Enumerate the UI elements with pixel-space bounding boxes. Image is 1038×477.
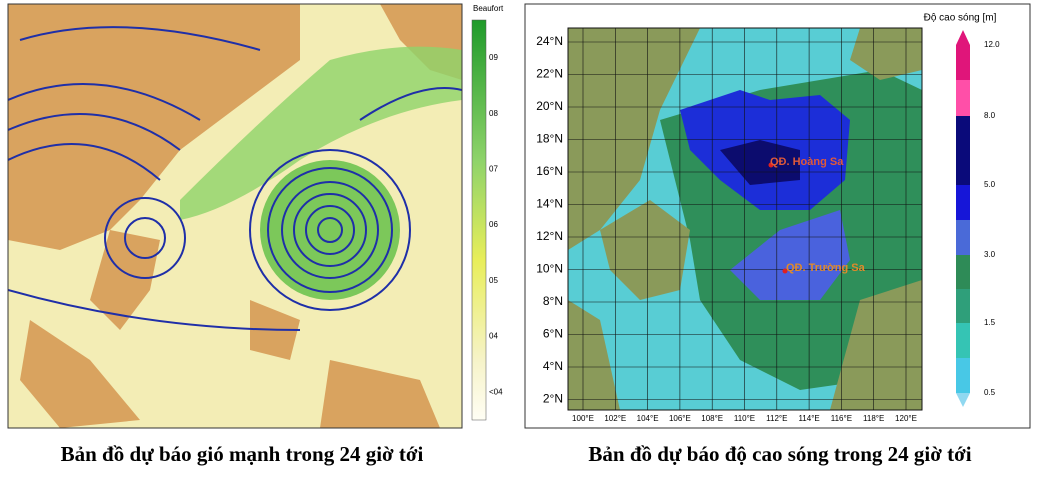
lat-tick-label: 8°N	[543, 294, 563, 308]
lat-tick-label: 22°N	[536, 67, 563, 81]
lat-tick-label: 2°N	[543, 392, 563, 406]
colorbar	[471, 19, 487, 421]
colorbar-label: 05	[489, 276, 498, 285]
lon-tick-label: 108°E	[701, 414, 723, 423]
map-frame	[7, 3, 463, 429]
colorbar-label: 5.0	[984, 180, 996, 189]
lat-tick-label: 4°N	[543, 359, 563, 373]
wind-map	[8, 4, 462, 428]
colorbar-label: 08	[489, 109, 498, 118]
lon-tick-label: 112°E	[766, 414, 787, 423]
lat-tick-label: 20°N	[536, 99, 563, 113]
lat-tick-label: 18°N	[536, 132, 563, 146]
colorbar-label: 0.5	[984, 388, 996, 397]
colorbar-label: 8.0	[984, 111, 996, 120]
lon-tick-label: 106°E	[669, 414, 691, 423]
lon-tick-label: 120°E	[895, 414, 917, 423]
wave-map	[568, 28, 922, 410]
lat-tick-label: 16°N	[536, 164, 563, 178]
lon-tick-label: 102°E	[604, 414, 626, 423]
colorbar	[956, 30, 970, 407]
lon-tick-label: 118°E	[863, 414, 884, 423]
colorbar-title: Beaufort	[473, 4, 504, 13]
lat-tick-label: 24°N	[536, 34, 563, 48]
place-marker	[768, 162, 774, 168]
lat-tick-label: 6°N	[543, 327, 563, 341]
colorbar-label: 06	[489, 220, 498, 229]
lat-tick-label: 10°N	[536, 262, 563, 276]
lon-tick-label: 110°E	[734, 414, 755, 423]
colorbar-label: 09	[489, 53, 498, 62]
caption: Bản đồ dự báo gió mạnh trong 24 giờ tới	[61, 442, 424, 466]
place-label: QĐ. Hoàng Sa	[770, 156, 844, 168]
lat-tick-label: 12°N	[536, 229, 563, 243]
colorbar-title: Độ cao sóng [m]	[924, 13, 997, 24]
colorbar-label: 1.5	[984, 318, 996, 327]
colorbar-label: 3.0	[984, 250, 996, 259]
colorbar-label: 04	[489, 332, 498, 341]
lat-tick-label: 14°N	[536, 197, 563, 211]
lon-tick-label: 116°E	[831, 414, 852, 423]
map-frame	[567, 27, 923, 411]
lon-tick-label: 114°E	[798, 414, 819, 423]
lon-tick-label: 104°E	[637, 414, 659, 423]
colorbar-label: 07	[489, 165, 498, 174]
colorbar-label: 12.0	[984, 40, 1000, 49]
place-marker	[782, 268, 788, 274]
caption: Bản đồ dự báo độ cao sóng trong 24 giờ t…	[588, 442, 971, 466]
lon-tick-label: 100°E	[572, 414, 594, 423]
colorbar-label: <04	[489, 387, 503, 396]
place-label: QĐ. Trường Sa	[786, 262, 866, 274]
